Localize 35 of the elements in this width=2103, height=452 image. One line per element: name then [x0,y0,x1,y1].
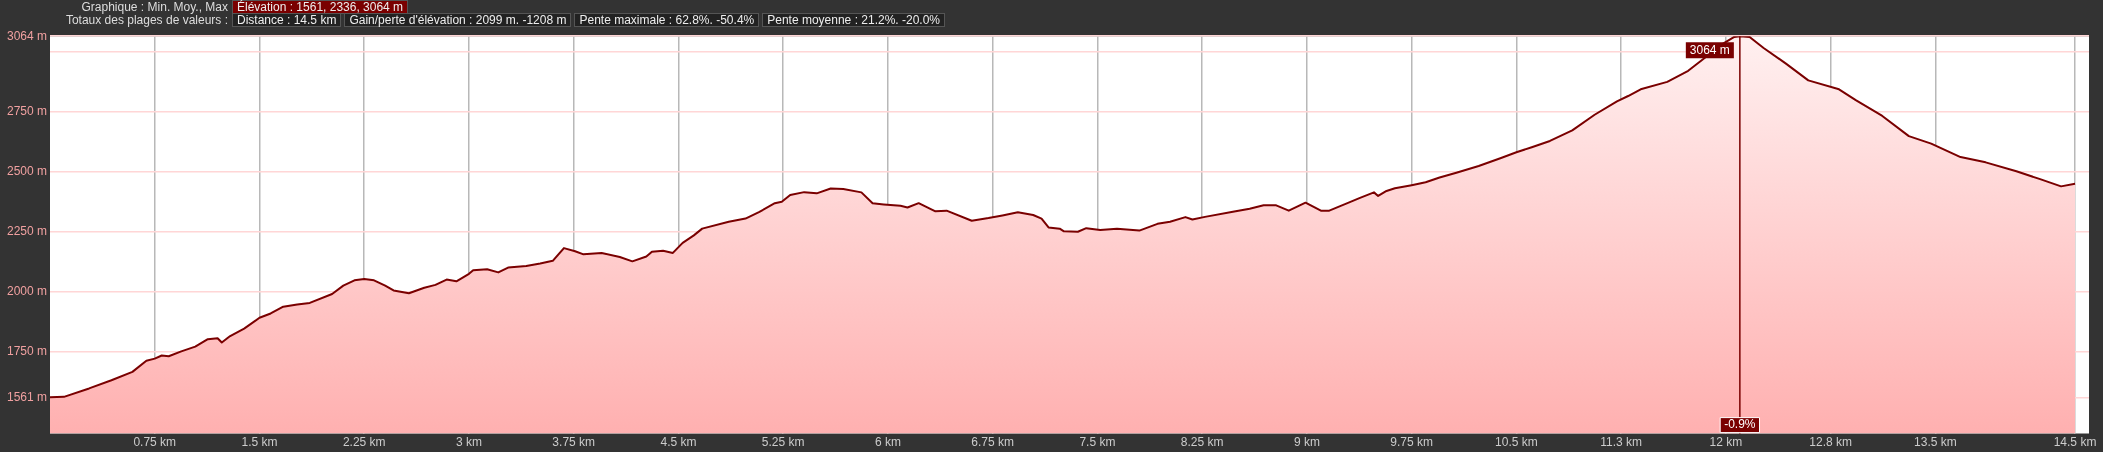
text: Distance : 14.5 km [232,13,342,27]
y-tick-label: 2500 m [6,164,47,179]
text: Totaux des plages de valeurs : [64,13,229,27]
x-tick-label: 1.5 km [241,435,278,450]
x-tick-label: 9.75 km [1390,435,1434,450]
x-tick-label: 13.5 km [1914,435,1957,450]
x-tick-label: 3.75 km [552,435,596,450]
x-tick-label: 7.5 km [1079,435,1116,450]
text: Gain/perte d'élévation : 2099 m. -1208 m [344,13,572,27]
text: Graphique : Min. Moy., Max [80,0,229,14]
annotation: -0.9% [1724,417,1756,432]
x-tick-label: 2.25 km [342,435,386,450]
y-tick-label: 2750 m [6,103,47,118]
x-tick-label: 8.25 km [1180,435,1224,450]
y-tick-label: 2250 m [6,224,47,239]
x-tick-label: 4.5 km [660,435,697,450]
x-tick-label: 3 km [455,435,482,450]
x-tick-label: 9 km [1293,435,1320,450]
x-tick-label: 12 km [1709,435,1743,450]
text: Pente moyenne : 21.2%. -20.0% [762,13,946,27]
x-tick-label: 11.3 km [1600,435,1643,450]
y-tick-label: 1750 m [6,344,47,359]
y-tick-label: 3064 m [6,28,47,43]
x-tick-label: 10.5 km [1495,435,1538,450]
x-tick-label: 6.75 km [971,435,1015,450]
x-tick-label: 5.25 km [761,435,805,450]
x-tick-label: 0.75 km [133,435,177,450]
x-tick-label: 6 km [874,435,901,450]
x-tick-label: 14.5 km [2053,435,2097,450]
text: Pente maximale : 62.8%. -50.4% [574,13,760,27]
y-tick-label: 1561 m [6,389,47,404]
annotation: 3064 m [1689,42,1730,57]
text: Élévation : 1561, 2336, 3064 m [232,0,409,14]
y-tick-label: 2000 m [6,284,47,299]
x-tick-label: 12.8 km [1809,435,1852,450]
